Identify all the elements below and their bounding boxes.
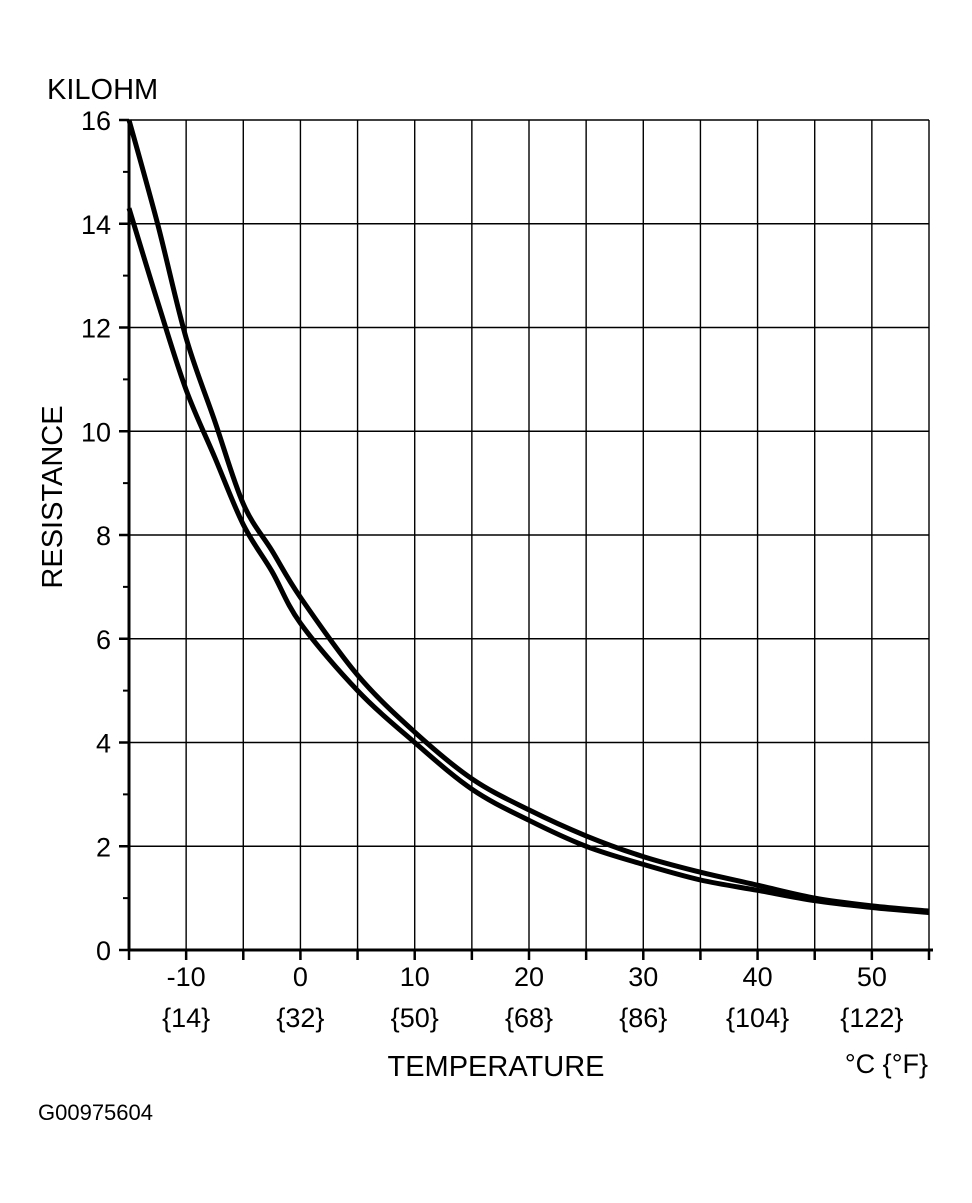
y-tick-label: 12: [81, 314, 111, 344]
axis-layer: [119, 118, 933, 960]
y-tick-label: 2: [96, 832, 111, 862]
y-tick-label: 0: [96, 936, 111, 966]
grid-layer: [128, 119, 930, 951]
figure-id: G00975604: [38, 1100, 153, 1125]
x-tick-sublabel: {32}: [276, 1003, 324, 1033]
x-tick-sublabel: {50}: [391, 1003, 439, 1033]
y-tick-label: 14: [81, 210, 111, 240]
x-tick-label: 0: [293, 962, 308, 992]
y-tick-label: 16: [81, 106, 111, 136]
x-tick-sublabel: {14}: [162, 1003, 210, 1033]
x-tick-label: 50: [857, 962, 887, 992]
x-tick-sublabel: {86}: [619, 1003, 667, 1033]
x-tick-label: 20: [514, 962, 544, 992]
series-layer: [126, 119, 930, 916]
x-tick-sublabel: {122}: [840, 1003, 903, 1033]
y-unit-label: KILOHM: [47, 74, 158, 106]
upper-limit-curve: [126, 119, 930, 914]
x-tick-label: 40: [743, 962, 773, 992]
x-tick-label: 30: [628, 962, 658, 992]
x-tick-sublabel: {68}: [505, 1003, 553, 1033]
y-tick-label: 6: [96, 625, 111, 655]
x-tick-sublabel: {104}: [726, 1003, 789, 1033]
label-layer: KILOHM RESISTANCE TEMPERATURE °C {°F} G0…: [37, 74, 928, 1125]
y-tick-label: 10: [81, 417, 111, 447]
x-unit-label: °C {°F}: [845, 1049, 928, 1079]
x-tick-label: 10: [400, 962, 430, 992]
y-tick-label: 8: [96, 521, 111, 551]
x-tick-label: -10: [167, 962, 206, 992]
y-tick-label: 4: [96, 729, 111, 759]
x-axis-title: TEMPERATURE: [388, 1051, 605, 1083]
lower-limit-curve: [126, 207, 930, 916]
y-axis-title: RESISTANCE: [37, 405, 69, 588]
